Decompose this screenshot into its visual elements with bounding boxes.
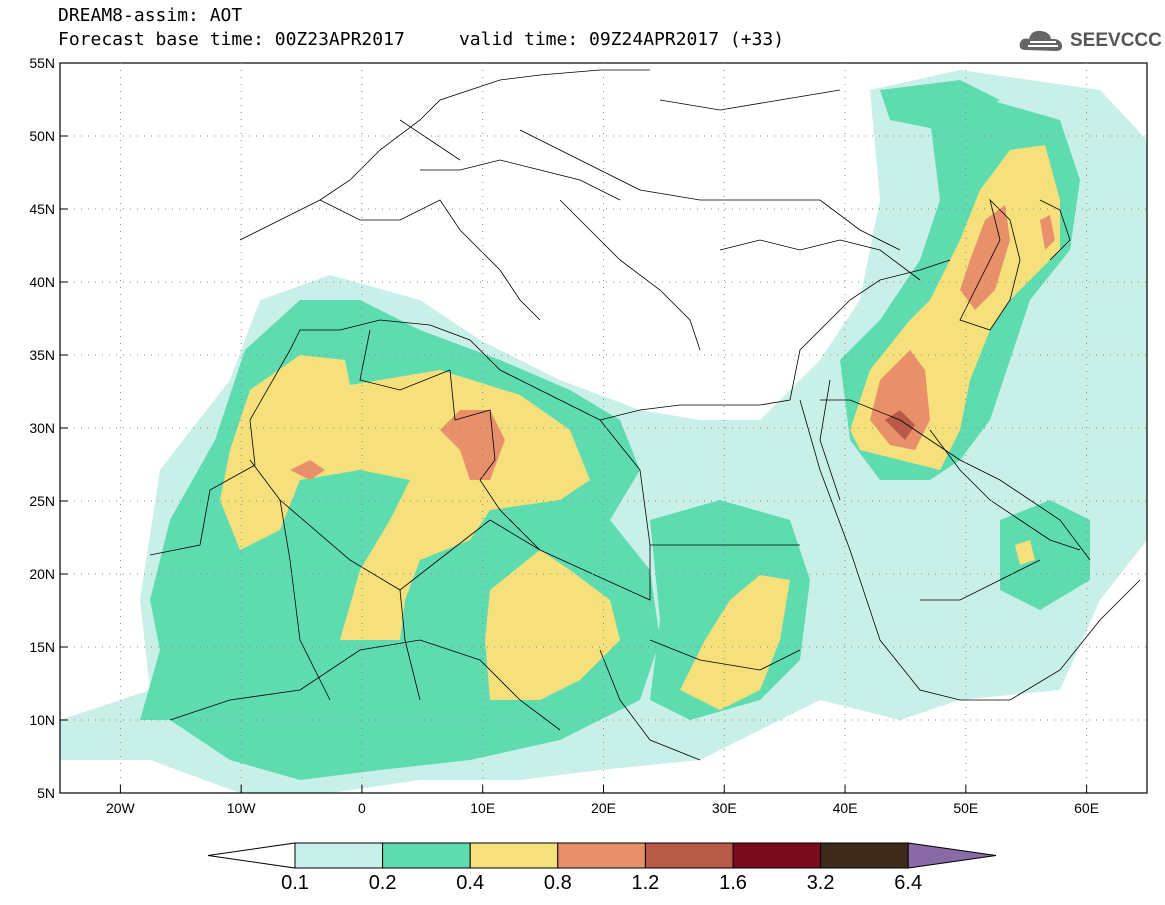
lat-tick-label: 25N (29, 493, 55, 509)
lat-tick-label: 50N (29, 128, 55, 144)
colorbar-left-arrow (207, 842, 296, 869)
colorbar-segment (469, 842, 559, 869)
colorbar-label: 0.4 (456, 872, 485, 894)
axis-ticks: 55N 50N 45N 40N 35N 30N 25N 20N 15N 10N 5N 20W 10W 0 1… (29, 55, 1099, 816)
lat-tick-label: 10N (29, 712, 55, 728)
lon-tick-label: 20E (591, 800, 616, 816)
lat-tick-label: 5N (37, 785, 55, 801)
graticule (60, 63, 1147, 793)
country-borders (149, 69, 1141, 761)
logo-text: SEEVCCC (1070, 30, 1162, 51)
lon-tick-label: 0 (358, 800, 366, 816)
aot-band-1.2 (885, 410, 915, 440)
colorbar-segment (732, 842, 822, 869)
aot-band-0.2 (1000, 500, 1090, 610)
lat-tick-label: 40N (29, 274, 55, 290)
aot-band-0.4 (680, 575, 790, 710)
seevccc-logo: SEEVCCC (1018, 26, 1162, 56)
colorbar-label: 6.4 (894, 872, 923, 894)
aot-band-0.2 (880, 80, 1000, 130)
aot-band-0.8 (440, 410, 505, 480)
lon-tick-label: 40E (833, 800, 858, 816)
lon-tick-label: 10E (470, 800, 495, 816)
colorbar-segment (294, 842, 384, 869)
aot-field (60, 70, 1147, 793)
cloud-icon (1019, 30, 1063, 51)
colorbar-segment (557, 842, 646, 869)
lon-tick-label: 20W (106, 800, 136, 816)
lon-tick-label: 30E (712, 800, 737, 816)
lon-tick-label: 60E (1074, 800, 1099, 816)
forecast-time-line: Forecast base time: 00Z23APR2017 valid t… (58, 29, 785, 50)
colorbar-segment (382, 842, 471, 869)
lon-tick-label: 50E (953, 800, 978, 816)
aot-band-0.8 (290, 460, 325, 480)
colorbar (207, 842, 997, 869)
colorbar-segment (820, 842, 909, 869)
colorbar-segment (644, 842, 734, 869)
lat-tick-label: 15N (29, 639, 55, 655)
colorbar-label: 3.2 (806, 872, 835, 894)
aot-band-0.8 (1040, 215, 1055, 250)
map-title: DREAM8-assim: AOT (58, 5, 243, 26)
lat-tick-label: 20N (29, 566, 55, 582)
lat-tick-label: 35N (29, 347, 55, 363)
aot-band-0.4 (485, 550, 620, 700)
lat-tick-label: 55N (29, 55, 55, 71)
colorbar-right-arrow (907, 842, 997, 869)
colorbar-label: 1.6 (719, 872, 747, 894)
lon-tick-label: 10W (227, 800, 257, 816)
colorbar-label: 1.2 (631, 872, 660, 894)
colorbar-label: 0.2 (368, 872, 397, 894)
lat-tick-label: 30N (29, 420, 55, 436)
colorbar-label: 0.1 (281, 872, 309, 894)
aot-band-0.4 (1015, 540, 1035, 565)
colorbar-label: 0.8 (543, 872, 572, 894)
lat-tick-label: 45N (29, 201, 55, 217)
